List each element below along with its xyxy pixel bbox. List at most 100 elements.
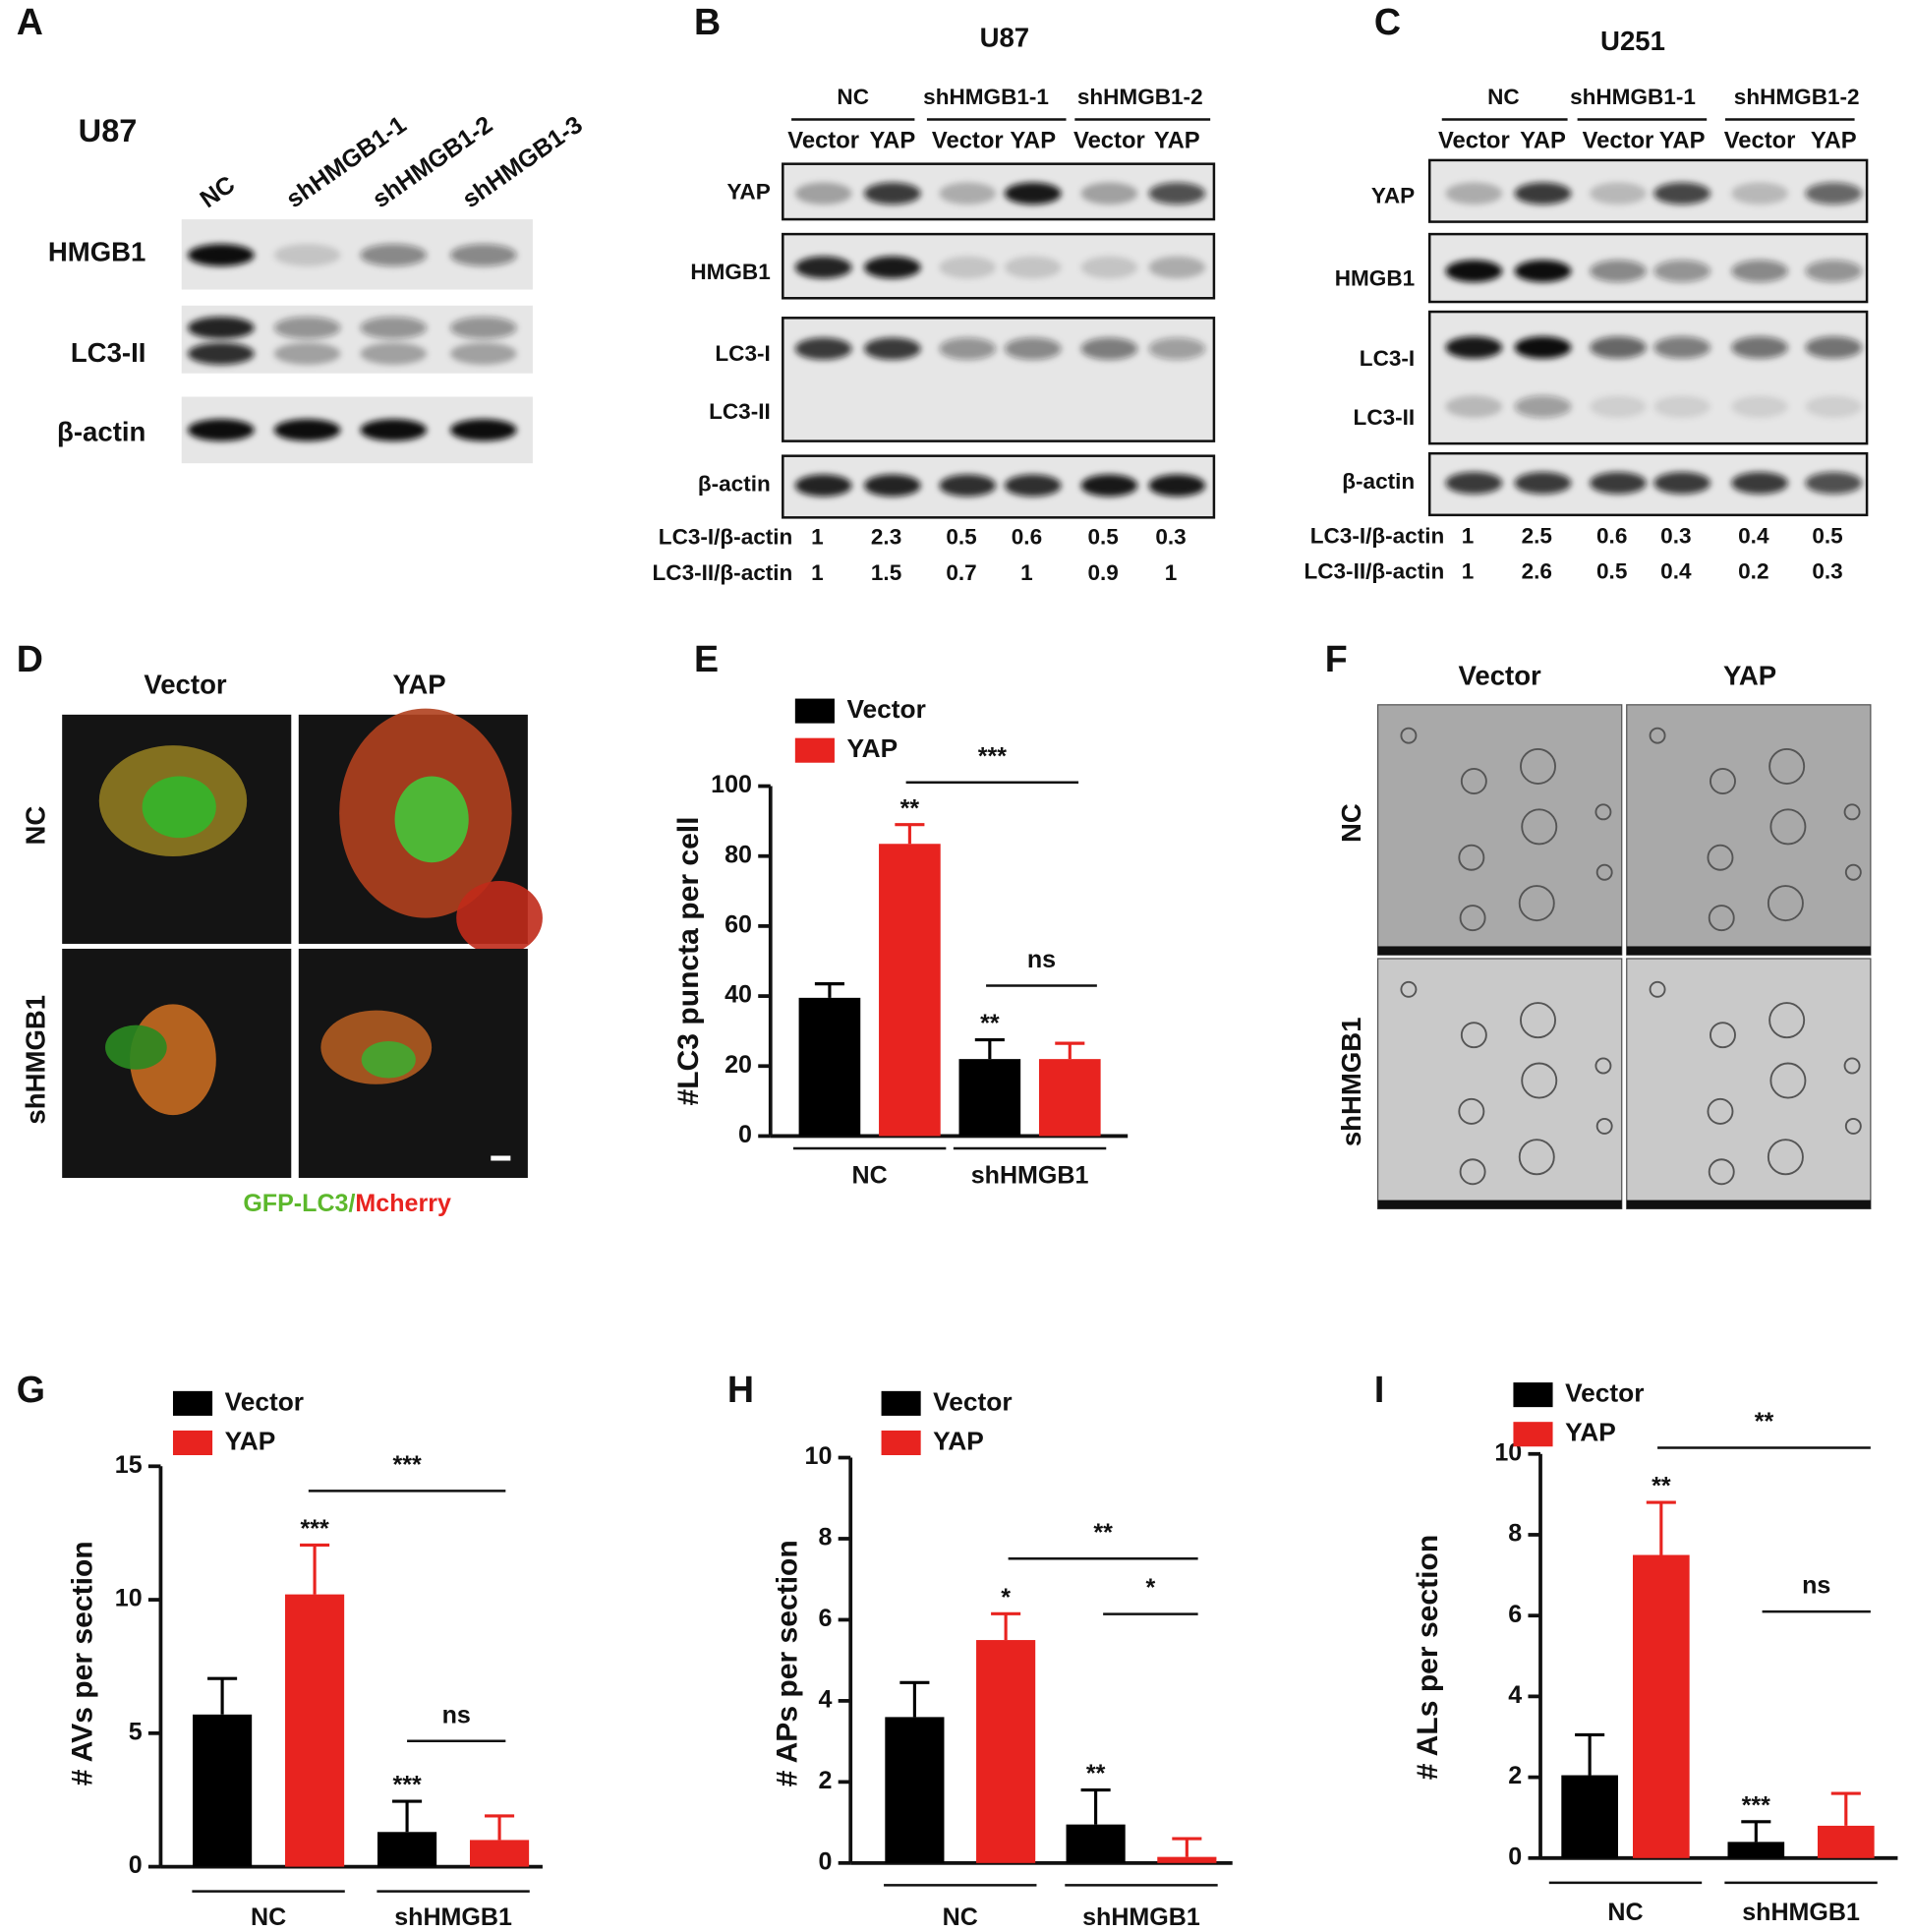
em-vesicle — [1649, 727, 1666, 744]
quant-value: 2.5 — [1522, 523, 1552, 548]
group-label: shHMGB1-2 — [1734, 85, 1860, 109]
blot-band — [273, 342, 341, 365]
blot-band — [864, 474, 921, 498]
row-label: HMGB1 — [1335, 265, 1415, 290]
y-tick-label: 8 — [1508, 1520, 1522, 1548]
bar — [1561, 1775, 1618, 1858]
quant-value: 0.3 — [1155, 525, 1186, 550]
blot-band — [360, 342, 428, 365]
row-label: LC3-II — [1354, 405, 1416, 430]
legend-label: YAP — [225, 1426, 276, 1455]
blot-membrane — [1427, 310, 1869, 445]
blot-membrane — [1427, 232, 1869, 304]
error-bar — [485, 1814, 515, 1841]
blot-band — [1445, 260, 1503, 282]
blot-band — [939, 182, 997, 205]
row-label: LC3-I — [715, 341, 770, 366]
blot-band — [1805, 471, 1863, 495]
em-vesicle — [1843, 803, 1861, 821]
blot-band — [794, 256, 852, 279]
group-label: shHMGB1-2 — [1077, 85, 1203, 109]
y-tick-label: 6 — [818, 1605, 832, 1632]
lane-label: YAP — [1154, 127, 1200, 153]
y-tick-label: 0 — [1508, 1843, 1522, 1870]
lane-label: YAP — [1010, 127, 1056, 153]
legend-label: Vector — [846, 694, 925, 724]
em-image — [1626, 958, 1872, 1210]
comparison-label: ns — [442, 1701, 471, 1728]
legend-label: Vector — [1565, 1378, 1644, 1408]
blot-band — [1148, 182, 1206, 205]
blot-band — [1445, 336, 1503, 359]
blot-band — [273, 419, 341, 441]
legend-swatch — [1513, 1382, 1553, 1408]
quant-value: 0.5 — [946, 525, 976, 550]
legend-label: Vector — [933, 1386, 1012, 1416]
caption-red: Mcherry — [355, 1190, 451, 1217]
row-label: LC3-II — [709, 399, 771, 424]
em-vesicle — [1458, 1097, 1485, 1125]
lane-label: YAP — [1811, 127, 1857, 153]
significance: ** — [980, 1010, 1000, 1037]
row-label: NC — [20, 806, 50, 846]
bar — [1157, 1856, 1217, 1863]
lane-label: Vector — [1583, 127, 1654, 153]
legend-swatch — [1513, 1422, 1553, 1447]
panel-letter: B — [694, 1, 721, 42]
legend-label: YAP — [846, 733, 898, 763]
blot-membrane — [1427, 158, 1869, 223]
legend-label: YAP — [933, 1426, 984, 1455]
error-bar — [1575, 1732, 1605, 1776]
em-vesicle — [1520, 1002, 1556, 1039]
em-vesicle — [1844, 863, 1862, 881]
em-vesicle — [1459, 1158, 1486, 1186]
blot-band — [1653, 182, 1710, 205]
quant-value: 1 — [1462, 523, 1475, 548]
blot-band — [864, 337, 921, 360]
error-bar — [207, 1676, 238, 1715]
significance: ** — [1086, 1760, 1106, 1787]
panel-letter: D — [17, 638, 43, 679]
panel-letter: G — [17, 1369, 45, 1410]
blot-band — [1653, 260, 1710, 282]
cell-signal — [105, 1025, 167, 1070]
blot-band — [1805, 260, 1863, 282]
y-axis-label: # ALs per section — [1412, 1535, 1444, 1780]
quant-value: 1.5 — [871, 560, 901, 585]
row-label: β-actin — [698, 472, 771, 497]
y-tick-label: 4 — [818, 1686, 832, 1714]
bar — [193, 1714, 253, 1867]
bar — [1727, 1842, 1785, 1858]
error-bar — [392, 1799, 423, 1833]
em-vesicle — [1400, 727, 1418, 744]
row-label: HMGB1 — [690, 260, 770, 284]
cell-signal — [142, 776, 216, 839]
em-vesicle — [1708, 1158, 1735, 1186]
lane-label: YAP — [1520, 127, 1566, 153]
quant-value: 0.6 — [1012, 525, 1042, 550]
blot-band — [1731, 182, 1788, 205]
panel-letter: F — [1325, 638, 1348, 679]
em-vesicle — [1710, 1022, 1736, 1049]
quant-value: 2.6 — [1522, 559, 1552, 584]
y-tick-label: 4 — [1508, 1681, 1522, 1709]
cell-signal — [361, 1040, 416, 1079]
blot-band — [360, 244, 428, 266]
column-label: YAP — [1723, 661, 1776, 691]
blot-band — [794, 182, 852, 205]
error-bar — [1055, 1041, 1085, 1060]
bar — [377, 1832, 437, 1867]
quant-value: 0.5 — [1087, 525, 1118, 550]
x-group-label: NC — [251, 1903, 286, 1931]
em-vesicle — [1710, 768, 1736, 794]
blot-band — [939, 337, 997, 360]
error-bar — [899, 1680, 930, 1718]
em-vesicle — [1400, 980, 1418, 998]
significance: *** — [392, 1772, 421, 1799]
y-tick-label: 60 — [725, 911, 752, 939]
blot-band — [1805, 395, 1863, 418]
significance: *** — [1742, 1791, 1770, 1819]
quant-value: 1 — [811, 525, 824, 550]
blot-band — [1004, 182, 1062, 205]
em-vesicle — [1767, 885, 1804, 922]
